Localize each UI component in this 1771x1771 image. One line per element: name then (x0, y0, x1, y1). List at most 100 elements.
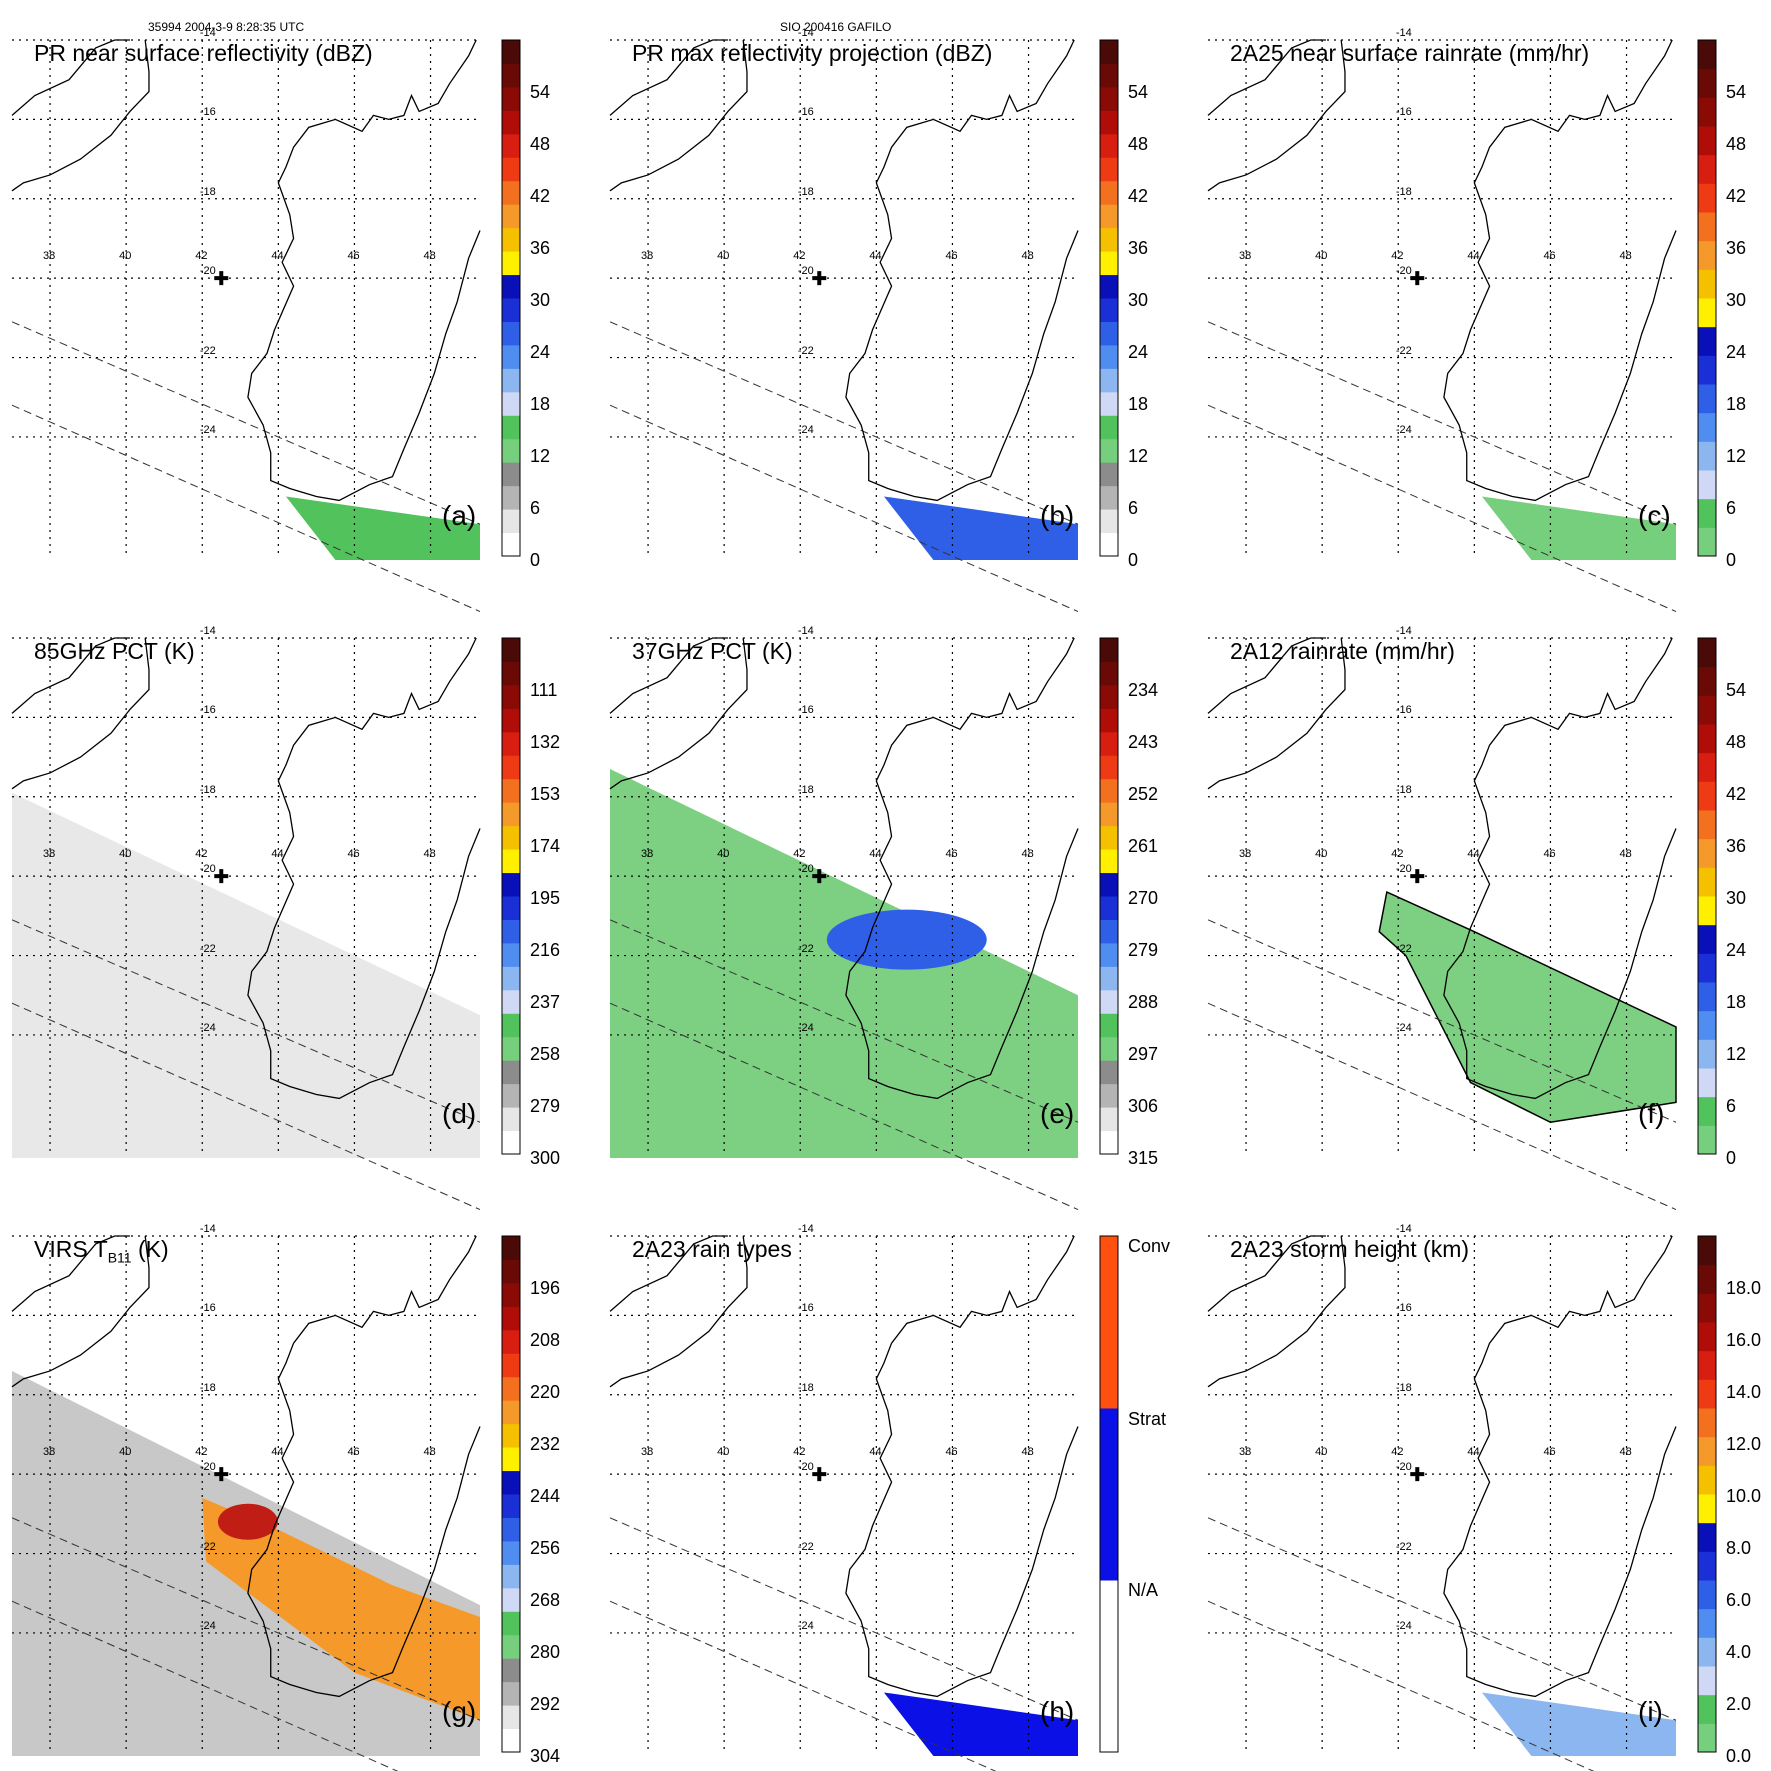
colorbar-tick-label: 268 (530, 1590, 561, 1610)
madagascar-coastline (1443, 637, 1677, 1100)
colorbar-band (502, 872, 520, 897)
panel-title: 2A23 storm height (km) (1230, 1236, 1470, 1262)
map-canvas (1207, 637, 1677, 1211)
colorbar-band (1100, 802, 1118, 827)
colorbar-tick-label: 292 (530, 1694, 561, 1714)
map-panel-i: -14 -16 -18 -20 -22 -24 38 40 42 44 46 48 2A23 storm… (1207, 1223, 1677, 1771)
colorbar-band (1698, 1694, 1716, 1724)
colorbar-band (502, 1447, 520, 1472)
colorbar-band (1698, 412, 1716, 442)
lon-label: 48 (423, 1446, 436, 1459)
colorbar-band (1698, 1465, 1716, 1495)
colorbar-tick-label: 232 (530, 1434, 561, 1454)
colorbar-tick-label: 42 (1726, 784, 1747, 804)
mozambique-coastline (1207, 39, 1326, 116)
colorbar-band (1698, 924, 1716, 954)
colorbar-band (502, 40, 520, 64)
colorbar-tick-label: 30 (530, 290, 551, 310)
colorbar-tick-label: 36 (1726, 238, 1747, 258)
colorbar-band (1698, 1010, 1716, 1040)
colorbar (1697, 637, 1717, 1155)
storm-center-cross-icon (1410, 271, 1425, 286)
lat-label: -18 (1395, 783, 1412, 796)
colorbar-tick-label: 24 (530, 342, 551, 362)
lon-label: 44 (1467, 250, 1480, 263)
map-canvas (609, 1235, 1079, 1771)
colorbar-band (1100, 1236, 1118, 1409)
colorbar-band (1698, 441, 1716, 471)
colorbar-tick-label: 297 (1128, 1044, 1159, 1064)
pr-swath-edge (11, 1600, 399, 1771)
colorbar-band (1100, 368, 1118, 393)
colorbar-band (502, 368, 520, 393)
colorbar-tick-label: 174 (530, 836, 561, 856)
lat-label: -16 (199, 704, 216, 717)
panel-label: (f) (1638, 1098, 1665, 1129)
colorbar-tick-label: 30 (1128, 290, 1149, 310)
lon-label: 44 (1467, 1446, 1480, 1459)
lon-label: 38 (641, 848, 654, 861)
colorbar-band (502, 1353, 520, 1378)
lat-label: -24 (797, 423, 814, 436)
colorbar (501, 39, 521, 557)
panel-label: (b) (1040, 500, 1075, 531)
colorbar-frame (1099, 637, 1119, 1155)
colorbar-band (502, 321, 520, 346)
lon-label: 40 (1315, 250, 1328, 263)
colorbar-band (1100, 684, 1118, 709)
colorbar-band (1698, 1580, 1716, 1610)
header-storm-name: SIO 200416 GAFILO (780, 20, 892, 34)
colorbar-tick-label: Conv (1128, 1236, 1171, 1256)
colorbar-band (1698, 298, 1716, 328)
panel-title: 85GHz PCT (K) (34, 638, 195, 664)
colorbar-tick-label: 244 (530, 1486, 561, 1506)
pr-swath-edge (11, 1002, 481, 1211)
lat-label: -22 (199, 344, 216, 357)
colorbar-band (1100, 180, 1118, 205)
colorbar-tick-label: 288 (1128, 992, 1159, 1012)
colorbar-tick-label: 234 (1128, 680, 1159, 700)
header-orbit-time: 35994 2004-3-9 8:28:35 UTC (148, 20, 305, 34)
lat-label: -22 (1395, 942, 1412, 955)
colorbar-band (1698, 1096, 1716, 1126)
lon-label: 42 (793, 250, 806, 263)
mozambique-coastline (11, 39, 130, 116)
colorbar-band (1698, 896, 1716, 926)
colorbar-band (502, 1282, 520, 1307)
lat-label: -16 (1395, 704, 1412, 717)
map-canvas (11, 39, 481, 613)
map-canvas (11, 637, 481, 1211)
colorbar-tick-label: 12 (1726, 1044, 1747, 1064)
colorbar-tick-label: 10.0 (1726, 1486, 1762, 1506)
colorbar-tick-label: 270 (1128, 888, 1159, 908)
colorbar-tick-label: 300 (530, 1148, 561, 1168)
colorbar (1099, 1235, 1119, 1753)
lat-label: -16 (1395, 106, 1412, 119)
colorbar-tick-label: 36 (530, 238, 551, 258)
colorbar-band (502, 1564, 520, 1589)
colorbar-frame (1099, 39, 1119, 557)
colorbar-band (502, 532, 520, 557)
madagascar-coastline (247, 39, 481, 502)
satellite-swath (883, 496, 1078, 560)
colorbar-band (1698, 355, 1716, 385)
colorbar-band (502, 802, 520, 827)
madagascar-coastline (1443, 39, 1677, 502)
colorbar-band (1698, 982, 1716, 1012)
colorbar-tick-label: 315 (1128, 1148, 1159, 1168)
colorbar-band (502, 638, 520, 662)
colorbar-band (502, 157, 520, 182)
colorbar-band (1100, 1060, 1118, 1085)
colorbar-band (502, 1036, 520, 1061)
panel-label: (i) (1638, 1696, 1663, 1727)
colorbar-band (502, 1470, 520, 1495)
colorbar-band (1698, 1666, 1716, 1696)
mozambique-coastline (609, 1235, 748, 1388)
lon-label: 40 (119, 250, 132, 263)
lon-label: 44 (271, 848, 284, 861)
colorbar-band (1698, 752, 1716, 782)
colorbar-band (502, 227, 520, 252)
colorbar-band (502, 708, 520, 733)
colorbar-tick-label: 24 (1726, 342, 1747, 362)
colorbar-tick-label: 208 (530, 1330, 561, 1350)
